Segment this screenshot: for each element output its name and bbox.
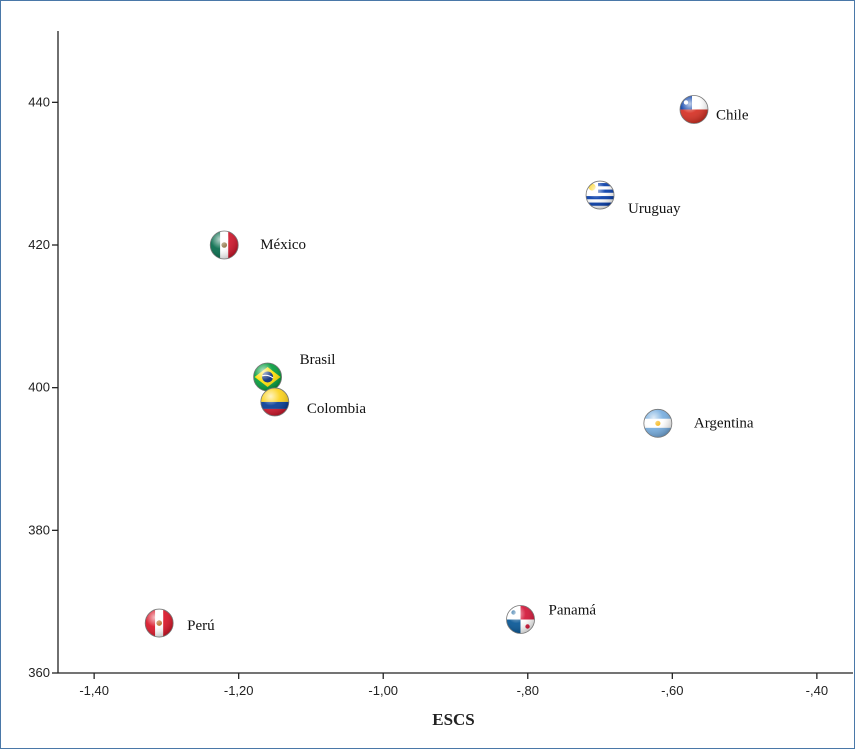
x-tick-label: -,40: [806, 683, 828, 698]
argentina-flag-icon: [643, 408, 673, 438]
ticks: 360 380 400 420 440 -1,40 -1,20 -1,00 -,80 -,60 -,…: [28, 94, 828, 698]
points: Chile Uruguay México Brasil Colombia Argentin…: [144, 95, 754, 638]
y-tick-label: 420: [28, 237, 50, 252]
x-tick-label: -1,00: [368, 683, 398, 698]
y-tick-label: 400: [28, 380, 50, 395]
point-label: Argentina: [694, 415, 754, 431]
mexico-flag-icon: [209, 230, 239, 260]
point-label: Perú: [187, 618, 215, 634]
x-tick-label: -1,40: [79, 683, 109, 698]
x-tick-label: -,80: [517, 683, 539, 698]
point-label: México: [260, 237, 306, 253]
x-tick-label: -1,20: [224, 683, 254, 698]
point-label: Brasil: [300, 352, 336, 368]
colombia-flag-icon: [260, 387, 290, 417]
y-tick-label: 440: [28, 94, 50, 109]
point-label: Uruguay: [628, 201, 681, 217]
y-tick-label: 360: [28, 665, 50, 680]
chile-flag-icon: [679, 95, 709, 124]
axes: [57, 31, 853, 674]
x-tick-label: -,60: [661, 683, 683, 698]
x-axis-title: ESCS: [432, 710, 475, 729]
point-label: Colombia: [307, 401, 367, 417]
peru-flag-icon: [144, 608, 174, 638]
panama-flag-icon: [506, 605, 535, 634]
uruguay-flag-icon: [585, 180, 615, 210]
point-label: Chile: [716, 107, 749, 123]
y-tick-label: 380: [28, 522, 50, 537]
brazil-flag-icon: [253, 362, 282, 392]
point-label: Panamá: [549, 603, 597, 619]
